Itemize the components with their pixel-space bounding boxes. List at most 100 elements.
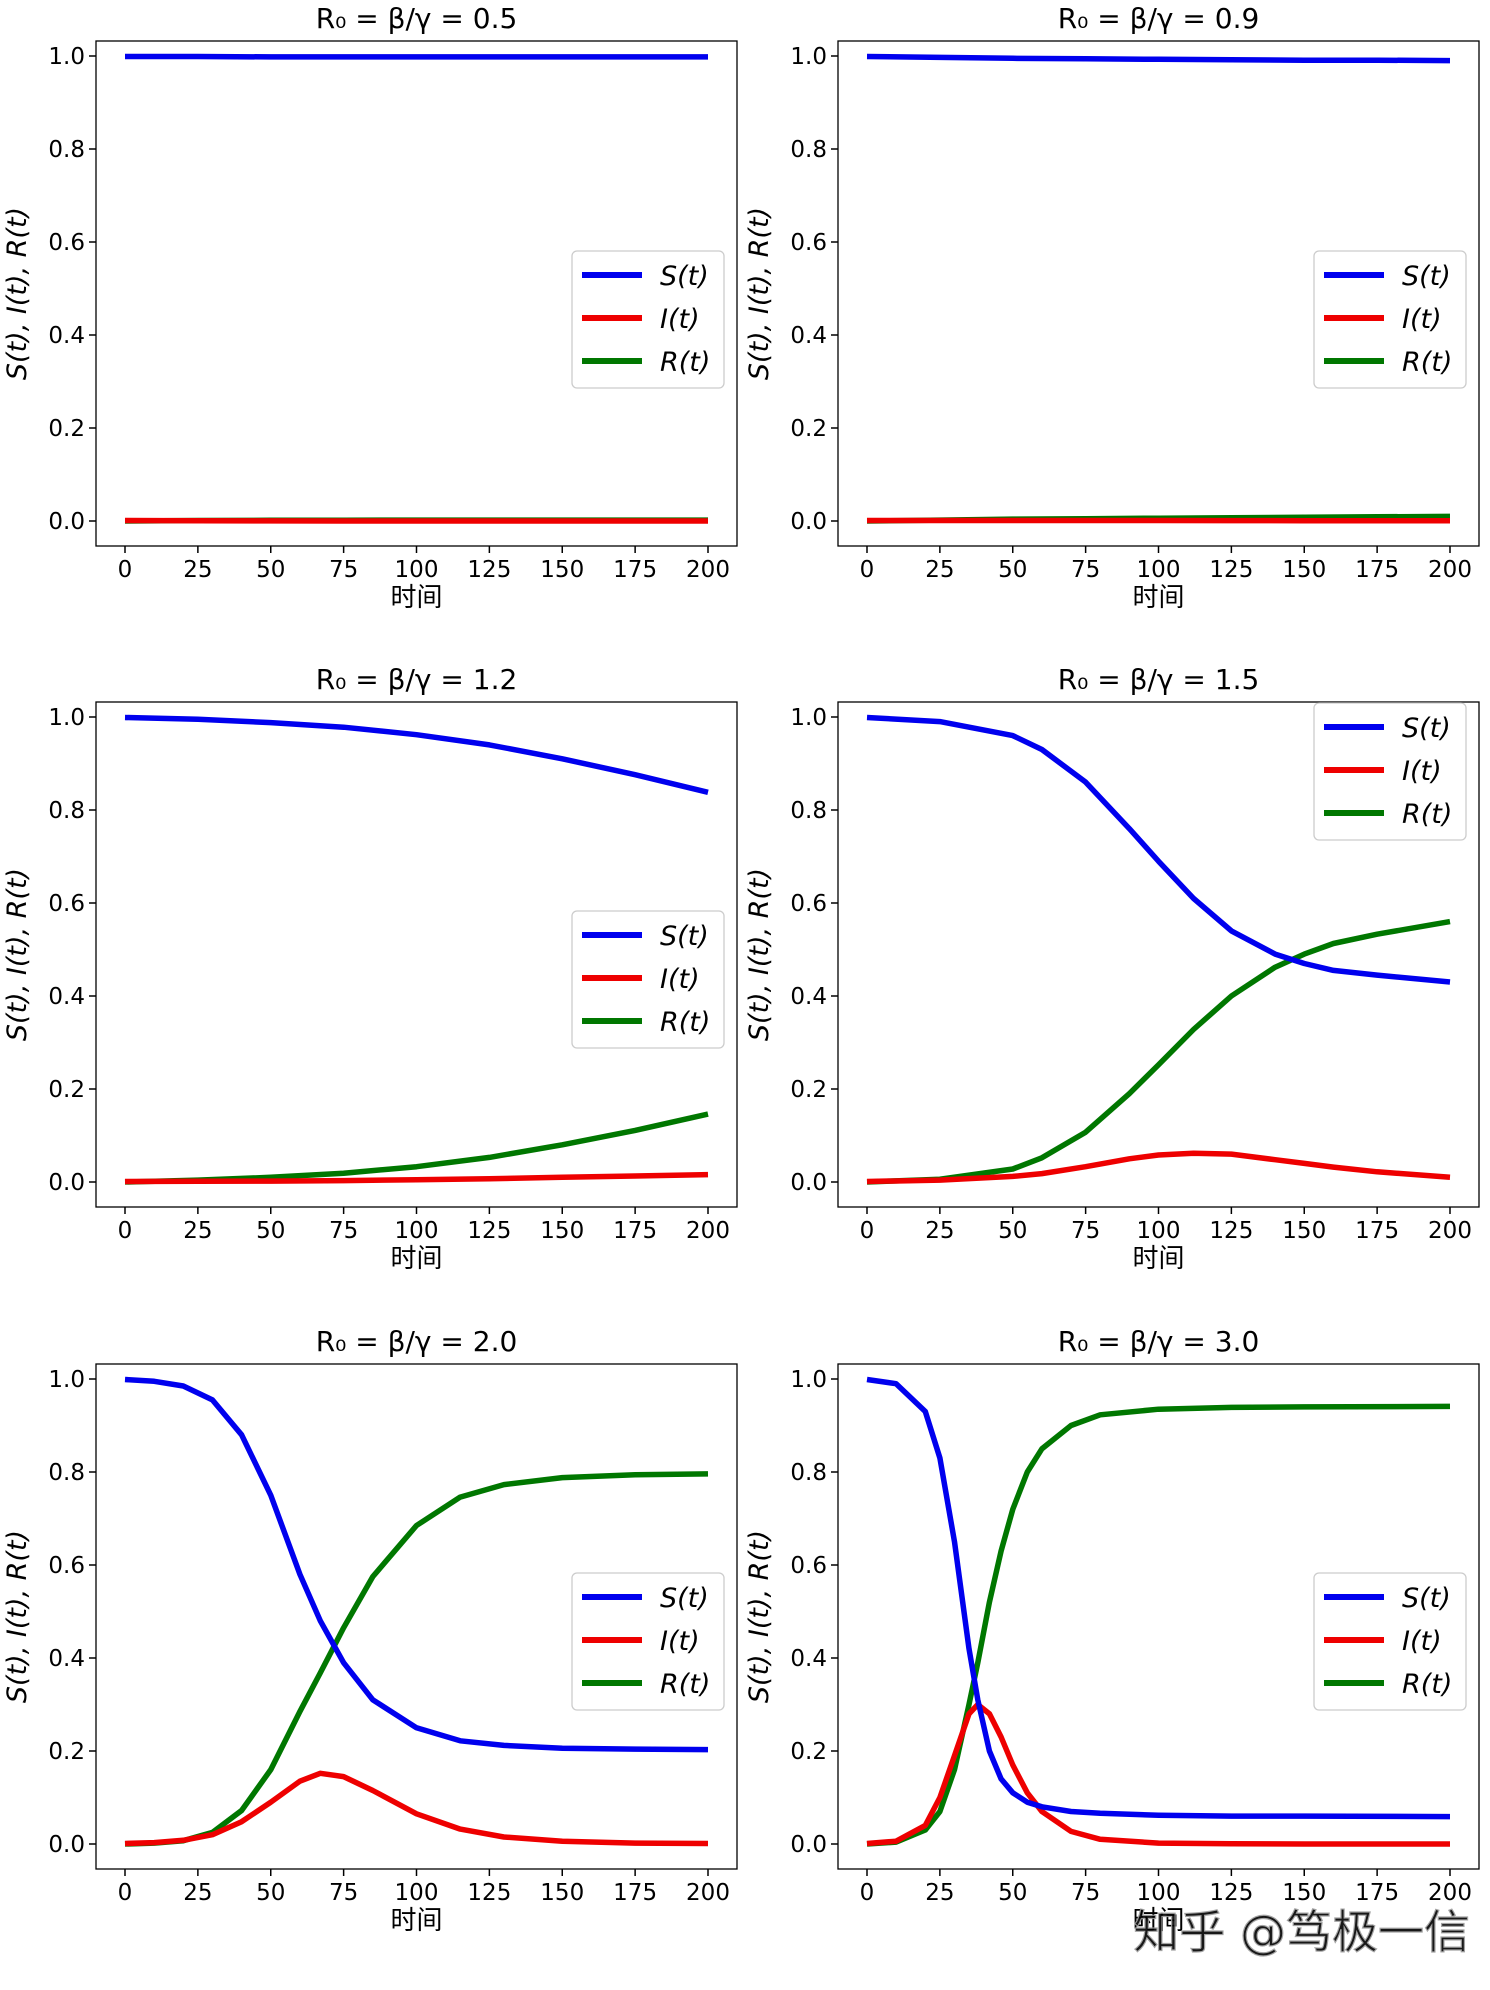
y-tick-label: 0.0 (48, 1832, 85, 1858)
y-axis-label: S(t), I(t), R(t) (2, 1530, 33, 1703)
x-tick-label: 150 (540, 557, 584, 583)
x-tick-label: 125 (467, 557, 511, 583)
x-tick-label: 175 (1355, 1880, 1399, 1906)
y-tick-label: 0.8 (48, 798, 85, 824)
x-tick-label: 100 (395, 1218, 439, 1244)
x-tick-label: 125 (1209, 1218, 1253, 1244)
x-tick-label: 50 (256, 1218, 285, 1244)
x-tick-label: 75 (329, 1218, 358, 1244)
y-tick-label: 0.8 (790, 1460, 827, 1486)
y-tick-label: 0.6 (790, 891, 827, 917)
x-tick-label: 200 (686, 557, 730, 583)
legend-label-S: S(t) (1402, 1583, 1451, 1614)
plot-frame (95, 701, 738, 1208)
legend-label-I: I(t) (1402, 304, 1442, 335)
legend: S(t) I(t) R(t) (571, 910, 725, 1049)
x-tick-label: 100 (395, 557, 439, 583)
y-tick-label: 1.0 (48, 44, 85, 70)
series-line-I (124, 1770, 709, 1847)
x-tick-label: 150 (1282, 1218, 1326, 1244)
y-tick-label: 0.2 (790, 1739, 827, 1765)
y-tick-label: 0.2 (790, 1077, 827, 1103)
x-axis-label: 时间 (1132, 1906, 1184, 1936)
y-tick-label: 0.6 (790, 230, 827, 256)
chart-title: R₀ = β/γ = 1.5 (1058, 663, 1260, 696)
x-tick-label: 25 (925, 557, 954, 583)
y-tick-label: 0.8 (790, 137, 827, 163)
chart-panel-5: R₀ = β/γ = 2.0 0.0 0.2 0.4 0.6 0.8 1.0 0 25 50 75 1… (2, 1325, 738, 1936)
x-tick-label: 50 (998, 1218, 1027, 1244)
legend-frame (571, 1572, 725, 1711)
y-tick-label: 0.6 (48, 230, 85, 256)
y-tick-label: 0.4 (790, 984, 827, 1010)
y-axis-label: S(t), I(t), R(t) (744, 207, 775, 380)
series-line-S (124, 714, 709, 795)
x-tick-label: 25 (183, 557, 212, 583)
x-tick-label: 75 (329, 557, 358, 583)
legend: S(t) I(t) R(t) (1313, 250, 1467, 389)
legend-label-I: I(t) (660, 964, 700, 995)
x-tick-label: 200 (1428, 1218, 1472, 1244)
x-tick-label: 125 (467, 1218, 511, 1244)
x-tick-label: 150 (540, 1218, 584, 1244)
legend-label-S: S(t) (1402, 261, 1451, 292)
y-tick-label: 0.6 (48, 1553, 85, 1579)
x-tick-label: 175 (1355, 1218, 1399, 1244)
series-line-S (866, 714, 1451, 985)
y-tick-label: 0.0 (48, 1170, 85, 1196)
y-tick-label: 0.6 (48, 891, 85, 917)
legend-frame (571, 250, 725, 389)
y-tick-label: 0.8 (48, 137, 85, 163)
legend-label-R: R(t) (660, 1669, 710, 1700)
x-tick-label: 175 (613, 557, 657, 583)
x-tick-label: 0 (118, 1218, 133, 1244)
y-tick-label: 1.0 (790, 705, 827, 731)
series-line-I (124, 517, 708, 524)
chart-panel-2: R₀ = β/γ = 0.9 0.0 0.2 0.4 0.6 0.8 1.0 0 25 50 75 1… (744, 2, 1480, 613)
x-tick-label: 150 (540, 1880, 584, 1906)
y-tick-label: 0.2 (48, 1077, 85, 1103)
chart-title: R₀ = β/γ = 0.5 (316, 2, 518, 35)
y-axis-label: S(t), I(t), R(t) (744, 868, 775, 1041)
chart-panel-6: R₀ = β/γ = 3.0 0.0 0.2 0.4 0.6 0.8 1.0 0 25 50 75 1… (744, 1325, 1480, 1936)
y-tick-label: 0.4 (48, 984, 85, 1010)
y-tick-label: 0.0 (48, 509, 85, 535)
x-tick-label: 200 (686, 1880, 730, 1906)
legend-label-R: R(t) (660, 1007, 710, 1038)
chart-panel-1: R₀ = β/γ = 0.5 0.0 0.2 0.4 0.6 0.8 1.0 0 25 50 75 1… (2, 2, 738, 613)
plot-frame (837, 1363, 1480, 1870)
chart-title: R₀ = β/γ = 0.9 (1058, 2, 1260, 35)
y-tick-label: 0.2 (48, 416, 85, 442)
chart-panel-3: R₀ = β/γ = 1.2 0.0 0.2 0.4 0.6 0.8 1.0 0 25 50 75 1… (2, 663, 738, 1274)
series-line-I (866, 1150, 1451, 1185)
x-axis-label: 时间 (390, 1244, 442, 1274)
y-tick-label: 0.4 (790, 1646, 827, 1672)
x-tick-label: 0 (860, 557, 875, 583)
legend-label-R: R(t) (1402, 347, 1452, 378)
x-tick-label: 175 (1355, 557, 1399, 583)
legend: S(t) I(t) R(t) (571, 1572, 725, 1711)
x-tick-label: 50 (998, 1880, 1027, 1906)
y-tick-label: 0.2 (48, 1739, 85, 1765)
x-tick-label: 50 (998, 557, 1027, 583)
x-axis-label: 时间 (390, 1906, 442, 1936)
y-tick-label: 1.0 (48, 1367, 85, 1393)
series-line-R (124, 1111, 709, 1185)
x-axis-label: 时间 (1132, 583, 1184, 613)
x-tick-label: 200 (1428, 557, 1472, 583)
x-tick-label: 175 (613, 1218, 657, 1244)
legend-frame (1313, 250, 1467, 389)
chart-title: R₀ = β/γ = 2.0 (316, 1325, 518, 1358)
x-tick-label: 100 (395, 1880, 439, 1906)
y-tick-label: 0.8 (48, 1460, 85, 1486)
plot-frame (95, 40, 738, 547)
y-tick-label: 1.0 (48, 705, 85, 731)
legend-label-R: R(t) (660, 347, 710, 378)
legend-label-R: R(t) (1402, 1669, 1452, 1700)
x-tick-label: 0 (860, 1218, 875, 1244)
x-tick-label: 0 (860, 1880, 875, 1906)
legend-frame (1313, 1572, 1467, 1711)
y-axis-label: S(t), I(t), R(t) (744, 1530, 775, 1703)
legend-label-S: S(t) (660, 1583, 709, 1614)
